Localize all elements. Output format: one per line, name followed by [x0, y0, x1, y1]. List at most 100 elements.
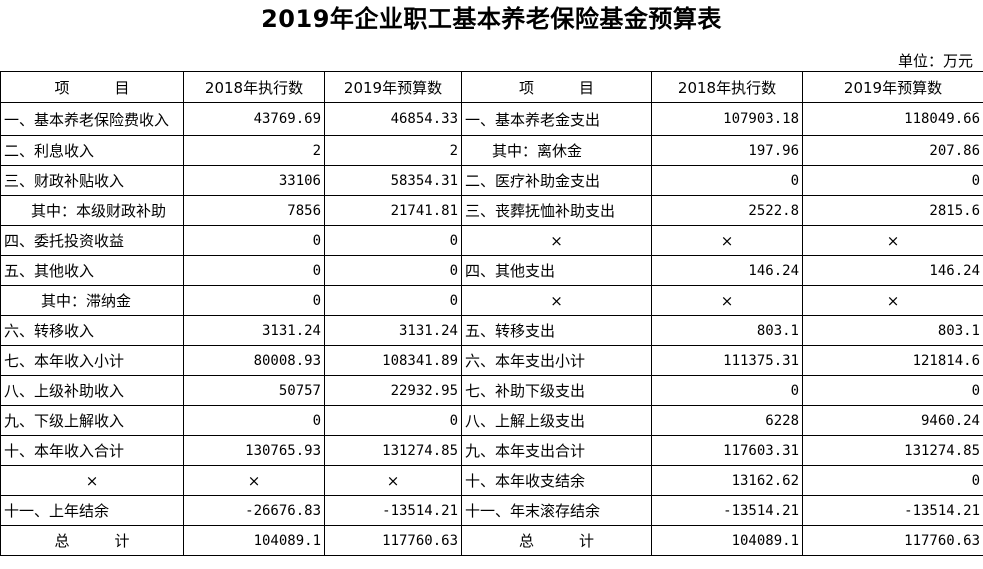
table-cell: 四、其他支出: [461, 255, 652, 286]
table-row: 其中：本级财政补助 7856 21741.81 三、丧葬抚恤补助支出 2522.8 281…: [0, 195, 983, 226]
table-cell: ×: [324, 465, 462, 496]
table-cell: 6228: [651, 405, 803, 436]
table-cell: 117760.63: [324, 525, 462, 556]
table-cell: 0: [183, 255, 325, 286]
table-cell: 2522.8: [651, 195, 803, 226]
table-cell: 3131.24: [324, 315, 462, 346]
table-cell: 0: [651, 375, 803, 406]
table-cell: -13514.21: [802, 495, 983, 526]
table-cell: 118049.66: [802, 102, 983, 136]
table-row: 十一、上年结余 -26676.83 -13514.21 十一、年末滚存结余 -13514…: [0, 495, 983, 526]
table-cell: 五、其他收入: [0, 255, 184, 286]
table-cell: 121814.6: [802, 345, 983, 376]
table-cell: 2: [324, 135, 462, 166]
header-row: 项 目 2018年执行数 2019年预算数 项 目 2018年执行数 2019年…: [0, 71, 983, 103]
table-cell: 46854.33: [324, 102, 462, 136]
table-cell: 146.24: [802, 255, 983, 286]
table-cell: 其中：滞纳金: [0, 285, 184, 316]
budget-table: 项 目 2018年执行数 2019年预算数 项 目 2018年执行数 2019年…: [0, 71, 983, 556]
table-cell: 十、本年收支结余: [461, 465, 652, 496]
table-row: 六、转移收入 3131.24 3131.24 五、转移支出 803.1 803.1: [0, 315, 983, 346]
table-cell: 二、医疗补助金支出: [461, 165, 652, 196]
table-row: 七、本年收入小计 80008.93 108341.89 六、本年支出小计 111375.…: [0, 345, 983, 376]
table-cell: 130765.93: [183, 435, 325, 466]
table-cell: ×: [183, 465, 325, 496]
table-cell: 131274.85: [802, 435, 983, 466]
table-cell: 22932.95: [324, 375, 462, 406]
table-cell: ×: [0, 465, 184, 496]
table-row: 一、基本养老保险费收入 43769.69 46854.33 一、基本养老金支出 1079…: [0, 102, 983, 136]
table-cell: 803.1: [802, 315, 983, 346]
table-cell: 50757: [183, 375, 325, 406]
table-row: 八、上级补助收入 50757 22932.95 七、补助下级支出 0 0: [0, 375, 983, 406]
table-cell: 其中：离休金: [461, 135, 652, 166]
header-cell: 2019年预算数: [802, 71, 983, 103]
table-row: 总 计 104089.1 117760.63 总 计 104089.1 117760.63: [0, 525, 983, 556]
table-cell: -13514.21: [651, 495, 803, 526]
table-cell: 21741.81: [324, 195, 462, 226]
table-cell: 一、基本养老保险费收入: [0, 102, 184, 136]
table-cell: -26676.83: [183, 495, 325, 526]
table-cell: ×: [461, 285, 652, 316]
table-cell: 43769.69: [183, 102, 325, 136]
table-row: 十、本年收入合计 130765.93 131274.85 九、本年支出合计 117603…: [0, 435, 983, 466]
unit-label: 单位：万元: [897, 52, 973, 70]
table-cell: ×: [802, 285, 983, 316]
table-cell: 六、转移收入: [0, 315, 184, 346]
table-cell: 八、上解上级支出: [461, 405, 652, 436]
table-cell: 111375.31: [651, 345, 803, 376]
table-cell: 0: [183, 285, 325, 316]
table-cell: 九、本年支出合计: [461, 435, 652, 466]
table-cell: 0: [802, 375, 983, 406]
table-cell: ×: [802, 225, 983, 256]
table-cell: 803.1: [651, 315, 803, 346]
table-cell: 0: [183, 225, 325, 256]
table-cell: 三、财政补贴收入: [0, 165, 184, 196]
table-cell: 九、下级上解收入: [0, 405, 184, 436]
table-cell: 117760.63: [802, 525, 983, 556]
table-cell: 131274.85: [324, 435, 462, 466]
table-row: × × × 十、本年收支结余 13162.62 0: [0, 465, 983, 496]
table-cell: 八、上级补助收入: [0, 375, 184, 406]
table-cell: 七、补助下级支出: [461, 375, 652, 406]
table-cell: 四、委托投资收益: [0, 225, 184, 256]
table-cell: 0: [651, 165, 803, 196]
table-cell: 146.24: [651, 255, 803, 286]
page-title: 2019年企业职工基本养老保险基金预算表: [261, 5, 722, 33]
table-cell: 三、丧葬抚恤补助支出: [461, 195, 652, 226]
table-cell: 十、本年收入合计: [0, 435, 184, 466]
table-cell: 207.86: [802, 135, 983, 166]
table-cell: 107903.18: [651, 102, 803, 136]
table-cell: 0: [324, 225, 462, 256]
table-row: 其中：滞纳金 0 0 × × ×: [0, 285, 983, 316]
table-cell: 0: [183, 405, 325, 436]
table-cell: 二、利息收入: [0, 135, 184, 166]
table-cell: 33106: [183, 165, 325, 196]
table-cell: 其中：本级财政补助: [0, 195, 184, 226]
table-cell: 总 计: [0, 525, 184, 556]
table-cell: 2: [183, 135, 325, 166]
table-cell: 0: [324, 285, 462, 316]
header-cell: 2018年执行数: [651, 71, 803, 103]
table-cell: 108341.89: [324, 345, 462, 376]
table-cell: 9460.24: [802, 405, 983, 436]
table-cell: ×: [461, 225, 652, 256]
table-cell: 197.96: [651, 135, 803, 166]
table-cell: 117603.31: [651, 435, 803, 466]
table-cell: 总 计: [461, 525, 652, 556]
table-cell: 3131.24: [183, 315, 325, 346]
table-row: 三、财政补贴收入 33106 58354.31 二、医疗补助金支出 0 0: [0, 165, 983, 196]
table-cell: ×: [651, 285, 803, 316]
table-cell: 五、转移支出: [461, 315, 652, 346]
table-cell: 58354.31: [324, 165, 462, 196]
table-cell: 十一、年末滚存结余: [461, 495, 652, 526]
table-cell: 六、本年支出小计: [461, 345, 652, 376]
table-cell: 一、基本养老金支出: [461, 102, 652, 136]
table-row: 二、利息收入 2 2 其中：离休金 197.96 207.86: [0, 135, 983, 166]
header-cell: 项 目: [461, 71, 652, 103]
table-cell: 十一、上年结余: [0, 495, 184, 526]
header-cell: 2018年执行数: [183, 71, 325, 103]
table-cell: 80008.93: [183, 345, 325, 376]
table-cell: 七、本年收入小计: [0, 345, 184, 376]
table-cell: 7856: [183, 195, 325, 226]
